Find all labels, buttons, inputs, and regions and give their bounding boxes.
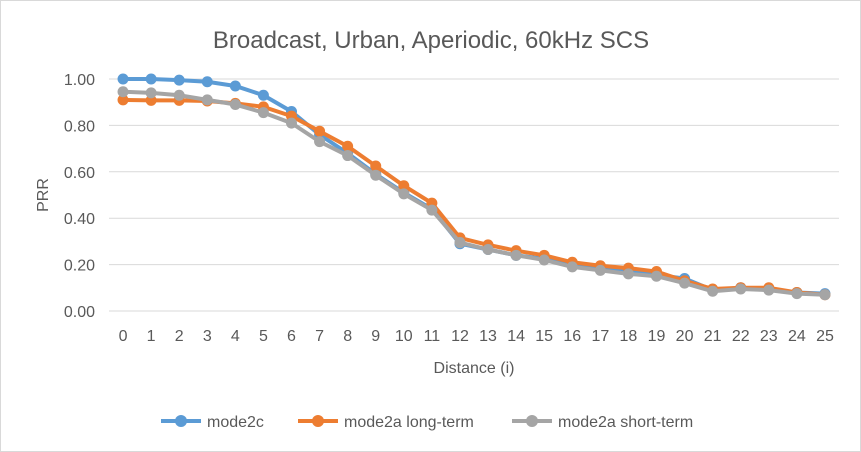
series-0 [117, 73, 831, 300]
data-point [538, 254, 550, 266]
data-point [314, 136, 326, 148]
data-point [707, 285, 719, 297]
data-point [819, 289, 831, 301]
gridlines [109, 78, 839, 312]
x-tick-label: 13 [479, 328, 497, 345]
data-point [398, 188, 410, 200]
series-line [121, 77, 827, 296]
x-tick-label: 22 [732, 328, 750, 345]
y-axis-ticks: 0.00 0.20 0.40 0.60 0.80 1.00 [64, 72, 95, 321]
x-tick-label: 0 [119, 328, 128, 345]
data-point [454, 237, 466, 249]
data-point [566, 261, 578, 273]
x-tick-label: 20 [676, 328, 694, 345]
data-point [763, 284, 775, 296]
data-point [370, 160, 382, 172]
x-tick-label: 5 [259, 328, 268, 345]
data-point [594, 264, 606, 276]
legend-label: mode2a short-term [558, 414, 693, 431]
x-tick-label: 11 [424, 328, 441, 345]
data-point [398, 180, 410, 192]
x-tick-label: 2 [175, 328, 184, 345]
x-tick-label: 14 [507, 328, 525, 345]
y-axis-title: PRR [35, 178, 52, 212]
data-point [173, 74, 185, 86]
series-2 [117, 86, 831, 301]
x-tick-label: 23 [760, 328, 778, 345]
legend-swatch-marker [175, 415, 187, 427]
x-tick-label: 17 [591, 328, 609, 345]
data-point [229, 80, 241, 92]
data-point [314, 125, 326, 137]
x-tick-label: 15 [535, 328, 553, 345]
data-point [117, 86, 129, 98]
data-point [426, 204, 438, 216]
x-tick-label: 10 [395, 328, 413, 345]
data-point [679, 277, 691, 289]
x-tick-label: 1 [147, 328, 156, 345]
x-tick-label: 6 [287, 328, 296, 345]
chart-title: Broadcast, Urban, Aperiodic, 60kHz SCS [213, 27, 649, 54]
y-tick-label: 0.20 [64, 258, 95, 275]
legend-label: mode2a long-term [344, 414, 474, 431]
series-lines [117, 73, 831, 301]
legend-swatch-marker [526, 415, 538, 427]
x-tick-label: 8 [343, 328, 352, 345]
x-tick-label: 25 [816, 328, 834, 345]
y-tick-label: 0.00 [64, 304, 95, 321]
data-point [145, 87, 157, 99]
data-point [510, 249, 522, 261]
x-tick-label: 24 [788, 328, 806, 345]
x-tick-label: 7 [315, 328, 324, 345]
x-axis-ticks: 0 1 2 3 4 5 6 7 8 9 10 11 12 13 14 15 16 17 18 19 20 21 22 23 24… [119, 328, 834, 345]
data-point [342, 150, 354, 162]
data-point [257, 107, 269, 119]
legend-item: mode2c [161, 414, 264, 431]
y-tick-label: 0.80 [64, 118, 95, 135]
legend-swatch-marker [312, 415, 324, 427]
legend: mode2c mode2a long-term mode2a short-term [161, 414, 693, 431]
data-point [735, 283, 747, 295]
data-point [201, 94, 213, 106]
x-axis-title: Distance (i) [434, 360, 515, 377]
data-point [651, 270, 662, 282]
x-tick-label: 19 [648, 328, 666, 345]
y-tick-label: 1.00 [64, 72, 95, 89]
data-point [286, 117, 297, 129]
data-point [342, 140, 354, 152]
x-tick-label: 4 [231, 328, 240, 345]
series-line [121, 97, 827, 297]
x-tick-label: 9 [371, 328, 380, 345]
data-point [257, 89, 269, 101]
data-point [145, 73, 157, 85]
legend-label: mode2c [207, 414, 264, 431]
data-point [622, 268, 634, 280]
data-point [201, 76, 213, 88]
x-tick-label: 3 [203, 328, 212, 345]
data-point [117, 73, 129, 85]
y-tick-label: 0.40 [64, 211, 95, 228]
data-point [229, 99, 241, 111]
data-point [173, 89, 185, 101]
data-point [482, 244, 494, 256]
data-point [370, 169, 382, 181]
y-tick-label: 0.60 [64, 165, 95, 182]
data-point [791, 288, 803, 300]
x-tick-label: 12 [451, 328, 469, 345]
x-tick-label: 16 [563, 328, 581, 345]
legend-item: mode2a long-term [298, 414, 474, 431]
legend-item: mode2a short-term [512, 414, 693, 431]
data-point [117, 94, 129, 106]
x-tick-label: 21 [704, 328, 722, 345]
x-tick-label: 18 [620, 328, 638, 345]
